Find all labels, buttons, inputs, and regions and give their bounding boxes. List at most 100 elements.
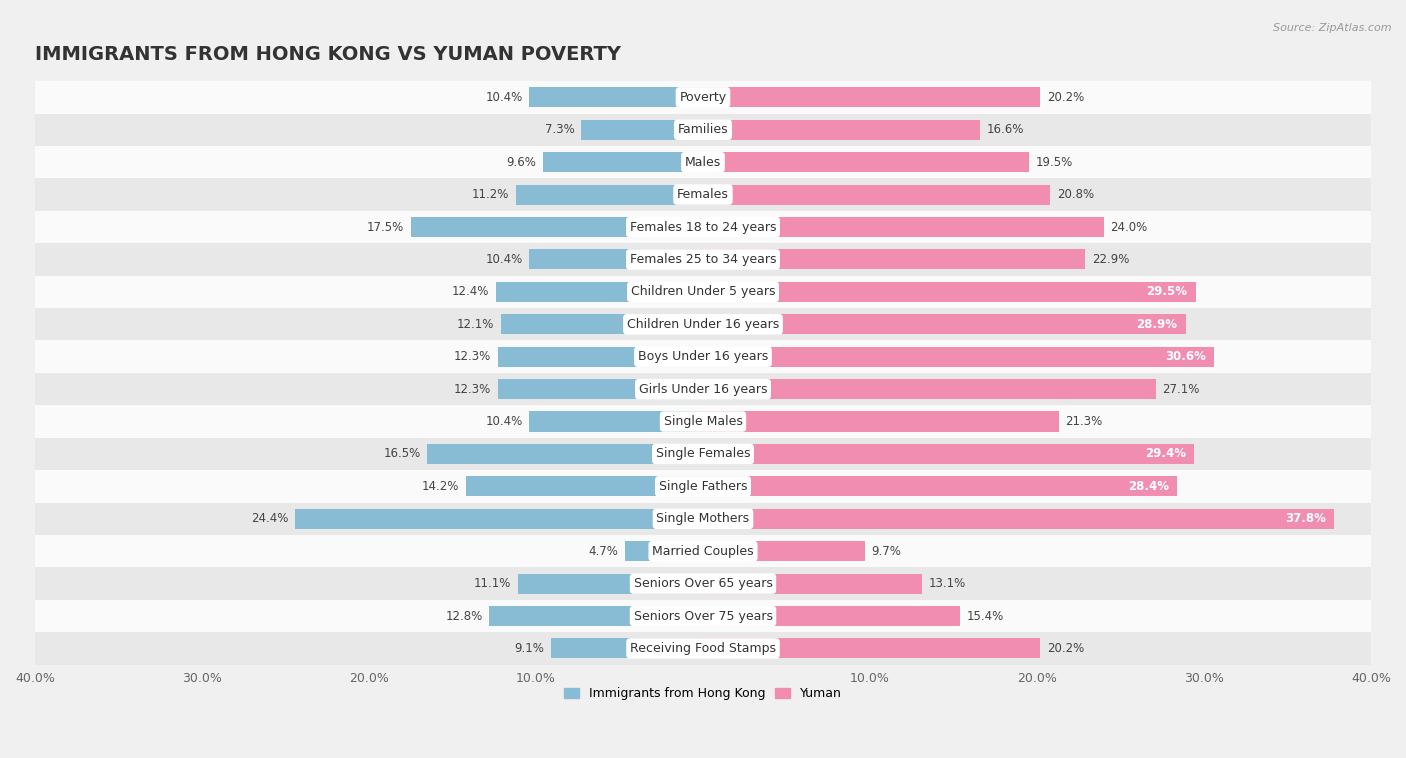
Text: 30.6%: 30.6% xyxy=(1164,350,1206,363)
Text: Receiving Food Stamps: Receiving Food Stamps xyxy=(630,642,776,655)
Bar xyxy=(703,315,1185,334)
Text: 20.2%: 20.2% xyxy=(1047,642,1084,655)
Text: 24.0%: 24.0% xyxy=(1111,221,1147,233)
Text: 4.7%: 4.7% xyxy=(588,545,617,558)
Bar xyxy=(411,217,703,237)
Bar xyxy=(703,217,1104,237)
Bar xyxy=(703,509,1334,529)
Text: 12.8%: 12.8% xyxy=(446,609,482,622)
Bar xyxy=(501,315,703,334)
Bar xyxy=(465,476,703,496)
Bar xyxy=(529,249,703,270)
Text: 27.1%: 27.1% xyxy=(1163,383,1199,396)
Bar xyxy=(703,476,1177,496)
Bar xyxy=(35,470,1371,503)
Legend: Immigrants from Hong Kong, Yuman: Immigrants from Hong Kong, Yuman xyxy=(558,682,848,705)
Text: 20.2%: 20.2% xyxy=(1047,91,1084,104)
Text: 11.1%: 11.1% xyxy=(474,577,510,590)
Bar xyxy=(543,152,703,172)
Text: 29.4%: 29.4% xyxy=(1144,447,1185,460)
Text: 9.6%: 9.6% xyxy=(506,155,536,169)
Bar xyxy=(703,184,1050,205)
Bar xyxy=(427,444,703,464)
Bar xyxy=(529,87,703,108)
Bar xyxy=(703,152,1029,172)
Text: 20.8%: 20.8% xyxy=(1057,188,1094,201)
Bar xyxy=(35,340,1371,373)
Text: Single Females: Single Females xyxy=(655,447,751,460)
Bar xyxy=(703,249,1085,270)
Bar xyxy=(35,632,1371,665)
Bar xyxy=(703,606,960,626)
Text: 13.1%: 13.1% xyxy=(928,577,966,590)
Bar xyxy=(35,211,1371,243)
Text: Females 25 to 34 years: Females 25 to 34 years xyxy=(630,253,776,266)
Bar xyxy=(35,276,1371,308)
Text: 37.8%: 37.8% xyxy=(1285,512,1326,525)
Text: 12.1%: 12.1% xyxy=(457,318,495,330)
Text: 24.4%: 24.4% xyxy=(252,512,288,525)
Text: 9.7%: 9.7% xyxy=(872,545,901,558)
Bar xyxy=(703,638,1040,659)
Bar xyxy=(703,87,1040,108)
Bar xyxy=(295,509,703,529)
Text: Single Males: Single Males xyxy=(664,415,742,428)
Bar xyxy=(35,81,1371,114)
Text: 12.4%: 12.4% xyxy=(451,285,489,299)
Bar xyxy=(703,379,1156,399)
Bar xyxy=(35,114,1371,146)
Bar xyxy=(35,178,1371,211)
Text: 12.3%: 12.3% xyxy=(454,383,491,396)
Text: Single Mothers: Single Mothers xyxy=(657,512,749,525)
Text: 10.4%: 10.4% xyxy=(485,253,523,266)
Text: Males: Males xyxy=(685,155,721,169)
Bar xyxy=(35,243,1371,276)
Text: 28.9%: 28.9% xyxy=(1136,318,1177,330)
Text: 15.4%: 15.4% xyxy=(967,609,1004,622)
Text: 7.3%: 7.3% xyxy=(544,124,575,136)
Text: 10.4%: 10.4% xyxy=(485,415,523,428)
Bar xyxy=(703,346,1213,367)
Bar xyxy=(496,282,703,302)
Bar xyxy=(516,184,703,205)
Text: Females 18 to 24 years: Females 18 to 24 years xyxy=(630,221,776,233)
Text: 12.3%: 12.3% xyxy=(454,350,491,363)
Bar xyxy=(703,412,1059,431)
Bar xyxy=(35,535,1371,568)
Bar xyxy=(35,437,1371,470)
Bar xyxy=(498,379,703,399)
Bar xyxy=(35,308,1371,340)
Text: 17.5%: 17.5% xyxy=(367,221,404,233)
Text: IMMIGRANTS FROM HONG KONG VS YUMAN POVERTY: IMMIGRANTS FROM HONG KONG VS YUMAN POVER… xyxy=(35,45,621,64)
Text: 10.4%: 10.4% xyxy=(485,91,523,104)
Bar xyxy=(703,282,1195,302)
Text: Poverty: Poverty xyxy=(679,91,727,104)
Bar xyxy=(489,606,703,626)
Text: Families: Families xyxy=(678,124,728,136)
Text: Source: ZipAtlas.com: Source: ZipAtlas.com xyxy=(1274,23,1392,33)
Text: 22.9%: 22.9% xyxy=(1092,253,1129,266)
Bar xyxy=(581,120,703,139)
Bar xyxy=(35,568,1371,600)
Bar xyxy=(703,541,865,561)
Text: Single Fathers: Single Fathers xyxy=(659,480,747,493)
Bar xyxy=(35,503,1371,535)
Text: 19.5%: 19.5% xyxy=(1035,155,1073,169)
Bar xyxy=(703,574,922,594)
Text: Females: Females xyxy=(678,188,728,201)
Text: 9.1%: 9.1% xyxy=(515,642,544,655)
Text: 14.2%: 14.2% xyxy=(422,480,460,493)
Text: Children Under 5 years: Children Under 5 years xyxy=(631,285,775,299)
Text: 28.4%: 28.4% xyxy=(1128,480,1168,493)
Text: Married Couples: Married Couples xyxy=(652,545,754,558)
Bar xyxy=(703,120,980,139)
Bar xyxy=(703,444,1194,464)
Text: 21.3%: 21.3% xyxy=(1066,415,1102,428)
Bar xyxy=(624,541,703,561)
Text: 11.2%: 11.2% xyxy=(472,188,509,201)
Text: Boys Under 16 years: Boys Under 16 years xyxy=(638,350,768,363)
Text: Children Under 16 years: Children Under 16 years xyxy=(627,318,779,330)
Bar xyxy=(35,373,1371,406)
Bar xyxy=(551,638,703,659)
Text: Girls Under 16 years: Girls Under 16 years xyxy=(638,383,768,396)
